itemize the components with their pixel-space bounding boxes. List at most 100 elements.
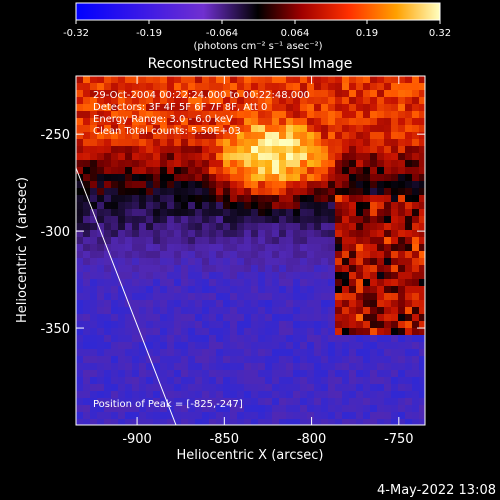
heatmap-cell xyxy=(412,307,420,315)
heatmap-cell xyxy=(188,314,196,322)
heatmap-cell xyxy=(111,244,119,252)
heatmap-cell xyxy=(286,314,294,322)
heatmap-cell xyxy=(328,244,336,252)
heatmap-cell xyxy=(279,286,287,294)
heatmap-cell xyxy=(202,216,210,224)
heatmap-cell xyxy=(419,314,425,322)
heatmap-cell xyxy=(167,223,175,231)
heatmap-cell xyxy=(181,377,189,385)
heatmap-cell xyxy=(265,342,273,350)
heatmap-cell xyxy=(223,202,231,210)
heatmap-cell xyxy=(188,90,196,98)
heatmap-cell xyxy=(314,377,322,385)
heatmap-cell xyxy=(314,279,322,287)
heatmap-cell xyxy=(307,384,315,392)
heatmap-cell xyxy=(272,76,280,84)
heatmap-cell xyxy=(76,314,84,322)
heatmap-cell xyxy=(384,328,392,336)
heatmap-cell xyxy=(307,209,315,217)
heatmap-cell xyxy=(251,314,259,322)
heatmap-cell xyxy=(300,286,308,294)
heatmap-cell xyxy=(237,160,245,168)
heatmap-cell xyxy=(90,244,98,252)
heatmap-cell xyxy=(258,258,266,266)
heatmap-cell xyxy=(384,363,392,371)
heatmap-cell xyxy=(251,363,259,371)
heatmap-cell xyxy=(363,223,371,231)
heatmap-cell xyxy=(356,363,364,371)
heatmap-cell xyxy=(223,76,231,84)
x-tick-label: -800 xyxy=(297,432,327,447)
heatmap-cell xyxy=(230,104,238,112)
heatmap-cell xyxy=(265,202,273,210)
heatmap-cell xyxy=(321,188,329,196)
heatmap-cell xyxy=(405,118,413,126)
heatmap-cell xyxy=(160,419,168,425)
heatmap-cell xyxy=(111,419,119,425)
heatmap-cell xyxy=(104,132,112,140)
heatmap-cell xyxy=(286,104,294,112)
heatmap-cell xyxy=(209,146,217,154)
heatmap-cell xyxy=(405,223,413,231)
heatmap-cell xyxy=(97,349,105,357)
heatmap-cell xyxy=(209,314,217,322)
heatmap-cell xyxy=(139,251,147,259)
heatmap-cell xyxy=(363,104,371,112)
heatmap-cell xyxy=(174,244,182,252)
heatmap-cell xyxy=(230,335,238,343)
heatmap-cell xyxy=(279,258,287,266)
heatmap-cell xyxy=(307,286,315,294)
heatmap-cell xyxy=(419,153,425,161)
heatmap-cell xyxy=(279,237,287,245)
heatmap-cell xyxy=(412,342,420,350)
heatmap-cell xyxy=(118,139,126,147)
heatmap-cell xyxy=(391,258,399,266)
heatmap-cell xyxy=(132,349,140,357)
heatmap-cell xyxy=(342,398,350,406)
heatmap-cell xyxy=(174,76,182,84)
heatmap-cell xyxy=(223,370,231,378)
heatmap-cell xyxy=(356,139,364,147)
heatmap-cell xyxy=(174,174,182,182)
heatmap-cell xyxy=(167,384,175,392)
heatmap-cell xyxy=(391,104,399,112)
heatmap-cell xyxy=(342,216,350,224)
heatmap-cell xyxy=(265,363,273,371)
heatmap-cell xyxy=(202,335,210,343)
heatmap-cell xyxy=(300,279,308,287)
heatmap-cell xyxy=(342,370,350,378)
heatmap-cell xyxy=(419,265,425,273)
heatmap-cell xyxy=(160,188,168,196)
heatmap-cell xyxy=(398,419,406,425)
heatmap-cell xyxy=(286,230,294,238)
heatmap-cell xyxy=(230,279,238,287)
heatmap-cell xyxy=(132,90,140,98)
heatmap-cell xyxy=(279,272,287,280)
heatmap-cell xyxy=(391,314,399,322)
heatmap-cell xyxy=(328,405,336,413)
heatmap-cell xyxy=(202,314,210,322)
heatmap-cell xyxy=(111,356,119,364)
heatmap-cell xyxy=(83,160,91,168)
heatmap-cell xyxy=(132,328,140,336)
heatmap-cell xyxy=(132,272,140,280)
heatmap-cell xyxy=(195,349,203,357)
heatmap-cell xyxy=(188,181,196,189)
heatmap-cell xyxy=(251,146,259,154)
heatmap-cell xyxy=(300,83,308,91)
heatmap-cell xyxy=(356,314,364,322)
heatmap-cell xyxy=(384,188,392,196)
heatmap-cell xyxy=(405,237,413,245)
heatmap-cell xyxy=(251,90,259,98)
heatmap-cell xyxy=(111,307,119,315)
heatmap-cell xyxy=(321,237,329,245)
heatmap-cell xyxy=(398,111,406,119)
heatmap-cell xyxy=(132,412,140,420)
heatmap-cell xyxy=(349,83,357,91)
heatmap-cell xyxy=(377,209,385,217)
heatmap-cell xyxy=(265,384,273,392)
heatmap-cell xyxy=(419,377,425,385)
heatmap-cell xyxy=(244,293,252,301)
heatmap-cell xyxy=(349,153,357,161)
heatmap-cell xyxy=(279,90,287,98)
